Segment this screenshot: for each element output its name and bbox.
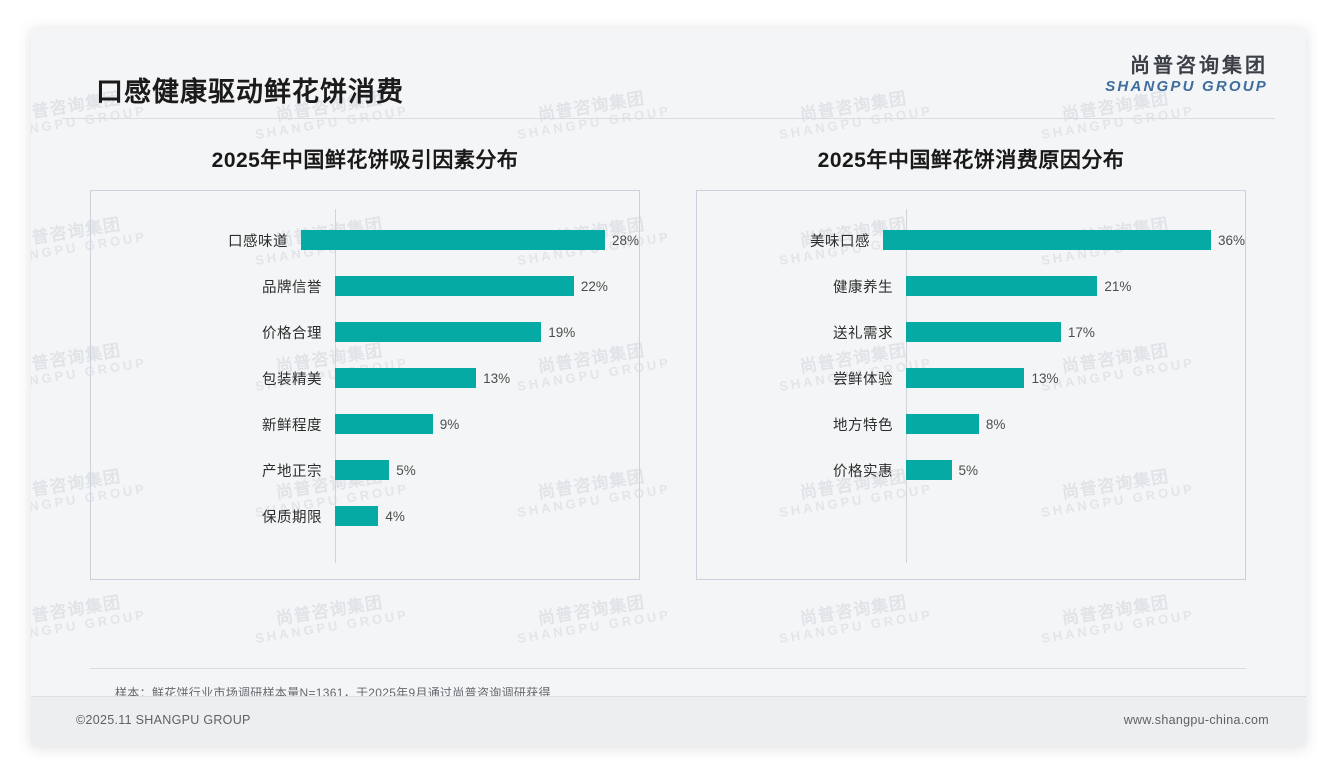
brand-name-en: SHANGPU GROUP bbox=[1105, 78, 1268, 95]
bar-row: 口感味道 28% bbox=[91, 217, 639, 263]
bar-category-label: 健康养生 bbox=[833, 279, 893, 296]
bar bbox=[335, 368, 477, 388]
slide-card: 尚普咨询集团 SHANGPU GROUP 尚普咨询集团 SHANGPU GROUP 尚普… bbox=[31, 28, 1306, 746]
bar-category-label: 保质期限 bbox=[262, 509, 322, 526]
bar-value-label: 13% bbox=[483, 370, 511, 386]
chart-title-left: 2025年中国鲜花饼吸引因素分布 bbox=[211, 149, 519, 172]
bar bbox=[335, 460, 390, 480]
brand-name-cn: 尚普咨询集团 bbox=[1130, 55, 1268, 77]
page-title: 口感健康驱动鲜花饼消费 bbox=[96, 77, 404, 107]
bar-value-label: 8% bbox=[985, 416, 1006, 432]
chart-block-consumption-reasons: 2025年中国鲜花饼消费原因分布 美味口感 36% 健康养生 21% 送礼需求 17% 尝鲜… bbox=[696, 146, 1246, 580]
bar-category-label: 送礼需求 bbox=[833, 325, 893, 342]
slide-header: 口感健康驱动鲜花饼消费 尚普咨询集团 SHANGPU GROUP bbox=[31, 28, 1306, 118]
bar bbox=[906, 368, 1025, 388]
bar bbox=[906, 276, 1098, 296]
bar-value-label: 4% bbox=[385, 508, 405, 524]
bar bbox=[906, 322, 1061, 342]
bar-value-label: 36% bbox=[1217, 232, 1245, 248]
bar-value-label: 22% bbox=[580, 278, 608, 294]
bar-category-label: 产地正宗 bbox=[262, 463, 322, 480]
bar-row: 新鲜程度 9% bbox=[91, 401, 639, 447]
chart-panel-left: 口感味道 28% 品牌信誉 22% 价格合理 19% 包装精美 13% 新鲜程度 9% 产地正宗 5%… bbox=[90, 190, 640, 580]
brand-logo: 尚普咨询集团 SHANGPU GROUP bbox=[1105, 55, 1268, 95]
bar-row: 地方特色 8% bbox=[697, 401, 1245, 447]
bar-row: 保质期限 4% bbox=[91, 493, 639, 539]
bar bbox=[335, 276, 574, 296]
bar bbox=[335, 322, 542, 342]
chart-block-attraction-factors: 2025年中国鲜花饼吸引因素分布 口感味道 28% 品牌信誉 22% 价格合理 19% 包装… bbox=[90, 146, 640, 580]
bar-category-label: 价格合理 bbox=[262, 325, 322, 342]
bar-category-label: 新鲜程度 bbox=[262, 417, 322, 434]
bar-category-label: 地方特色 bbox=[833, 417, 893, 434]
bar-row: 价格实惠 5% bbox=[697, 447, 1245, 493]
bar-row: 美味口感 36% bbox=[697, 217, 1245, 263]
bar-category-label: 品牌信誉 bbox=[262, 279, 322, 296]
bar-value-label: 21% bbox=[1104, 278, 1132, 294]
website-link[interactable]: www.shangpu-china.com bbox=[1123, 713, 1269, 727]
bar-value-label: 5% bbox=[396, 462, 416, 478]
bar-row: 包装精美 13% bbox=[91, 355, 639, 401]
bar-value-label: 17% bbox=[1067, 324, 1095, 340]
bar-category-label: 尝鲜体验 bbox=[833, 371, 893, 388]
bar bbox=[906, 460, 952, 480]
header-divider bbox=[62, 118, 1275, 119]
bar-row: 送礼需求 17% bbox=[697, 309, 1245, 355]
bar-category-label: 价格实惠 bbox=[833, 463, 893, 480]
bar bbox=[906, 414, 979, 434]
chart-panel-right: 美味口感 36% 健康养生 21% 送礼需求 17% 尝鲜体验 13% 地方特色 8% 价格实惠 5% bbox=[696, 190, 1246, 580]
bar-row: 健康养生 21% bbox=[697, 263, 1245, 309]
bar-value-label: 9% bbox=[439, 416, 460, 432]
slide-footer: ©2025.11 SHANGPU GROUP www.shangpu-china… bbox=[31, 696, 1306, 746]
bar bbox=[335, 414, 433, 434]
bar-row: 品牌信誉 22% bbox=[91, 263, 639, 309]
chart-title-right: 2025年中国鲜花饼消费原因分布 bbox=[817, 149, 1125, 172]
bar bbox=[882, 230, 1211, 250]
bar-category-label: 美味口感 bbox=[809, 233, 870, 250]
copyright-text: ©2025.11 SHANGPU GROUP bbox=[76, 713, 251, 727]
bar bbox=[300, 230, 605, 250]
bar-value-label: 5% bbox=[958, 462, 979, 478]
bar-value-label: 19% bbox=[548, 324, 576, 340]
bar-value-label: 13% bbox=[1031, 370, 1059, 386]
bar-rows-left: 口感味道 28% 品牌信誉 22% 价格合理 19% 包装精美 13% 新鲜程度 9% 产地正宗 5%… bbox=[91, 217, 639, 557]
bar-row: 价格合理 19% bbox=[91, 309, 639, 355]
bar-rows-right: 美味口感 36% 健康养生 21% 送礼需求 17% 尝鲜体验 13% 地方特色 8% 价格实惠 5% bbox=[697, 217, 1245, 557]
bar-category-label: 包装精美 bbox=[262, 371, 322, 388]
bar bbox=[335, 506, 379, 526]
bar-row: 产地正宗 5% bbox=[91, 447, 639, 493]
bar-category-label: 口感味道 bbox=[227, 233, 288, 250]
footnote-divider bbox=[90, 668, 1246, 669]
bar-value-label: 28% bbox=[611, 232, 639, 248]
bar-row: 尝鲜体验 13% bbox=[697, 355, 1245, 401]
